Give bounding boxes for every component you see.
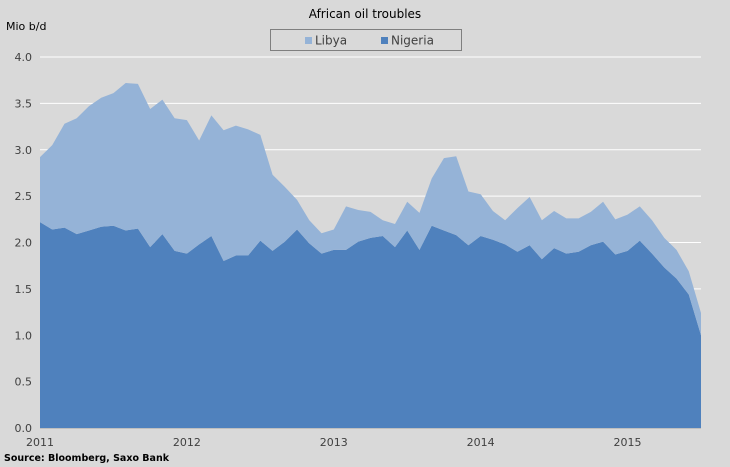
legend-swatch-nigeria: [381, 37, 388, 44]
y-tick-label: 4.0: [15, 51, 33, 64]
legend-label-libya: Libya: [315, 34, 347, 48]
y-axis: 0.0 0.5 1.0 1.5 2.0 2.5 3.0 3.5 4.0: [15, 51, 33, 435]
legend: Libya Nigeria: [270, 29, 462, 51]
y-tick-label: 1.5: [15, 283, 33, 296]
y-axis-label: Mio b/d: [6, 20, 46, 33]
legend-swatch-libya: [305, 37, 312, 44]
area-nigeria: [40, 222, 701, 428]
y-tick-label: 1.0: [15, 329, 33, 342]
y-tick-label: 0.0: [15, 422, 33, 435]
y-tick-label: 2.0: [15, 237, 33, 250]
x-axis: 2011 2012 2013 2014 2015: [26, 428, 701, 449]
x-tick-label: 2012: [173, 436, 201, 449]
x-tick-label: 2011: [26, 436, 54, 449]
chart-title: African oil troubles: [309, 7, 421, 21]
area-libya: [40, 82, 701, 336]
x-tick-label: 2015: [614, 436, 642, 449]
x-tick-label: 2014: [467, 436, 495, 449]
legend-label-nigeria: Nigeria: [391, 34, 434, 48]
y-tick-label: 0.5: [15, 376, 33, 389]
y-tick-label: 2.5: [15, 190, 33, 203]
source-note: Source: Bloomberg, Saxo Bank: [4, 453, 170, 464]
plot-area: [40, 82, 701, 428]
y-tick-label: 3.0: [15, 144, 33, 157]
x-tick-label: 2013: [320, 436, 348, 449]
y-tick-label: 3.5: [15, 97, 33, 110]
